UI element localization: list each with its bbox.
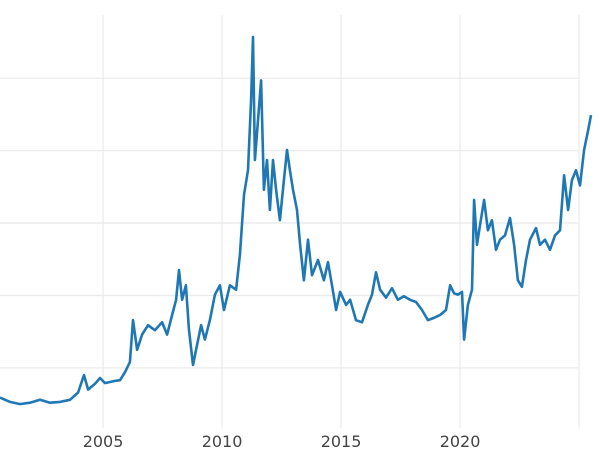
x-axis-ticks: 2005 2010 2015 2020 bbox=[83, 432, 481, 450]
x-tick-label: 2020 bbox=[440, 432, 481, 450]
grid bbox=[0, 15, 580, 428]
series-layer bbox=[0, 35, 593, 406]
x-tick-label: 2005 bbox=[83, 432, 124, 450]
x-tick-label: 2015 bbox=[321, 432, 362, 450]
x-tick-label: 2010 bbox=[202, 432, 243, 450]
series-line bbox=[0, 35, 593, 406]
